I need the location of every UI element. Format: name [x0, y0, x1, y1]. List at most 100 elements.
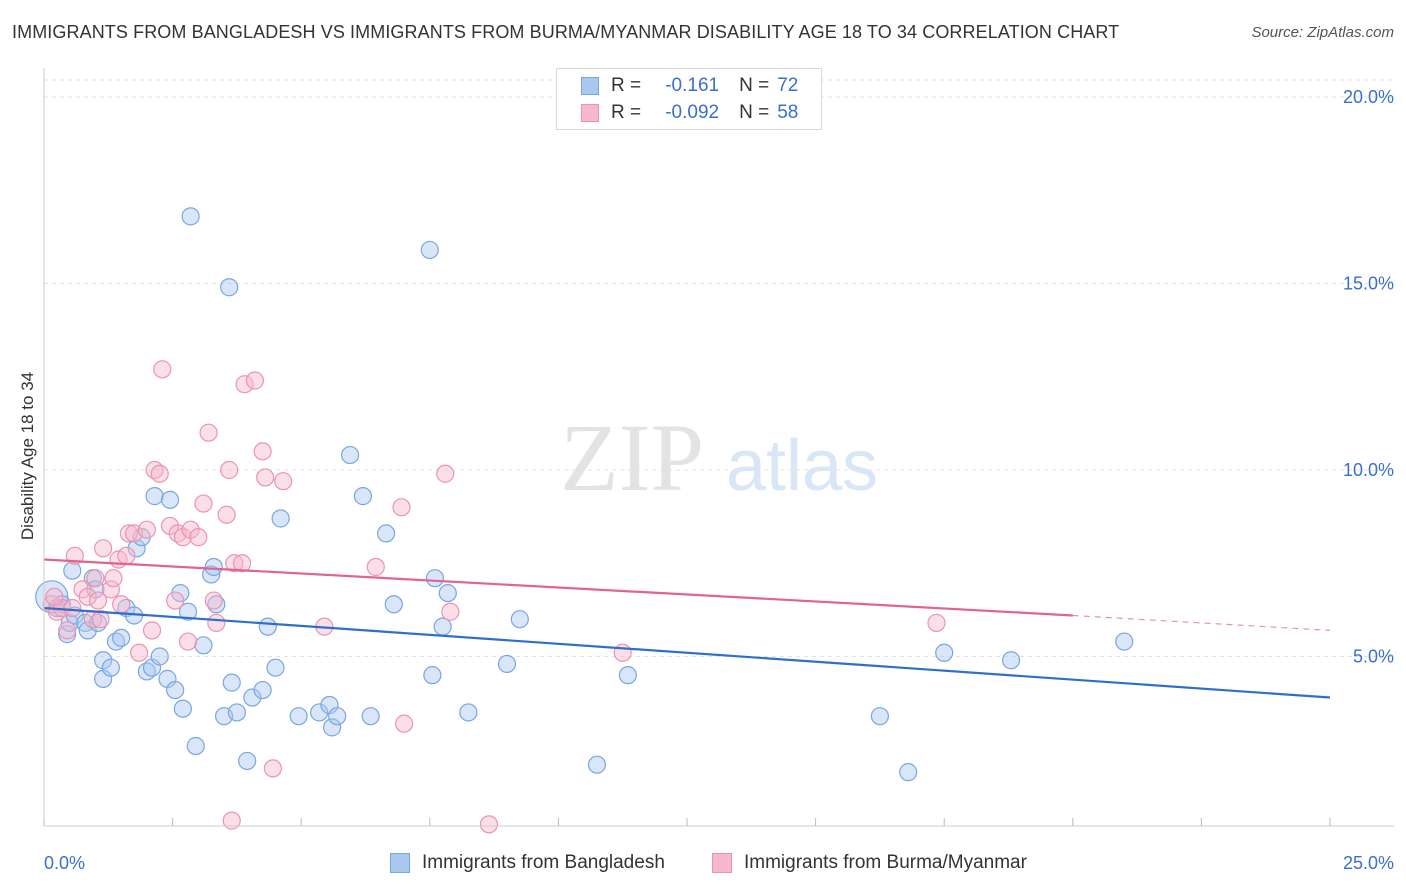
point-burma — [394, 714, 414, 733]
point-burma — [130, 643, 149, 662]
point-burma — [117, 546, 136, 565]
point-bangladesh — [253, 680, 272, 700]
point-burma — [245, 371, 265, 390]
point-burma — [181, 520, 200, 539]
point-bangladesh — [438, 583, 457, 603]
point-burma — [86, 569, 105, 588]
point-burma — [199, 423, 218, 442]
point-bangladesh — [425, 569, 445, 588]
point-burma — [436, 464, 455, 483]
legend-r-value: -0.092 — [665, 102, 720, 123]
point-bangladesh — [618, 666, 637, 685]
point-bangladesh — [1001, 651, 1021, 670]
point-bangladesh — [587, 755, 607, 774]
legend-r-value: -0.161 — [665, 75, 720, 96]
points-layer — [35, 207, 1134, 834]
point-bangladesh — [101, 658, 120, 677]
legend-row-bangladesh: R = -0.161 N = 72 — [581, 74, 798, 98]
point-bangladesh — [145, 487, 164, 506]
point-burma — [160, 516, 180, 536]
point-bangladesh — [160, 490, 180, 509]
chart-source: Source: ZipAtlas.com — [1251, 24, 1394, 41]
point-bangladesh — [173, 699, 192, 718]
point-burma — [274, 472, 293, 491]
legend-r-label: R = — [611, 102, 642, 123]
point-bangladesh — [112, 628, 131, 647]
point-bangladesh — [78, 621, 97, 640]
point-burma — [220, 460, 239, 480]
y-tick-label: 5.0% — [1353, 647, 1394, 667]
point-burma — [78, 587, 97, 606]
point-burma — [366, 557, 385, 577]
point-burma — [101, 580, 120, 599]
point-burma — [225, 554, 244, 573]
trend-line-burma — [43, 558, 1073, 617]
point-bangladesh — [181, 207, 200, 226]
point-burma — [927, 613, 946, 633]
chart-title: IMMIGRANTS FROM BANGLADESH VS IMMIGRANTS… — [12, 22, 1120, 42]
stats-legend: R = -0.161 N = 72 R = -0.092 N = 58 — [556, 68, 822, 130]
legend-swatch-pink — [581, 104, 599, 122]
point-bangladesh — [322, 718, 342, 737]
point-bangladesh — [63, 561, 82, 580]
y-tick-label: 15.0% — [1343, 274, 1394, 294]
legend-swatch-blue — [581, 77, 599, 95]
x-tick-label: 25.0% — [1343, 853, 1394, 873]
point-burma — [58, 621, 77, 640]
legend-n-value: 58 — [777, 102, 799, 123]
point-bangladesh — [202, 565, 221, 584]
point-bangladesh — [238, 751, 257, 771]
point-bangladesh — [899, 763, 918, 782]
point-bangladesh — [204, 557, 223, 577]
point-bangladesh — [510, 610, 529, 629]
point-bangladesh — [227, 703, 246, 722]
series-legend-item-bangladesh[interactable]: Immigrants from Bangladesh — [390, 852, 665, 874]
point-burma — [232, 554, 252, 573]
point-burma — [142, 621, 162, 640]
point-bangladesh — [127, 539, 146, 558]
point-bangladesh — [220, 278, 239, 297]
point-bangladesh — [289, 707, 308, 726]
point-bangladesh — [459, 703, 478, 722]
point-burma — [217, 505, 236, 524]
axis-layer: 5.0% 10.0% 15.0% 20.0% 0.0% 25.0% — [43, 68, 1394, 873]
legend-n-label: N = — [739, 75, 770, 96]
point-burma — [441, 602, 460, 621]
point-burma — [153, 360, 172, 379]
point-bangladesh — [94, 651, 113, 670]
point-bangladesh — [150, 647, 169, 666]
point-burma — [104, 569, 123, 588]
trend-line-bangladesh — [43, 606, 1331, 699]
point-bangladesh — [328, 707, 347, 726]
point-bangladesh — [376, 524, 396, 543]
y-tick-label: 10.0% — [1343, 460, 1394, 480]
point-bangladesh — [384, 595, 403, 614]
point-burma — [235, 375, 254, 394]
point-burma — [63, 598, 82, 618]
series-legend-label: Immigrants from Bangladesh — [422, 852, 665, 873]
point-burma — [173, 528, 192, 547]
x-tick-label: 0.0% — [44, 853, 85, 873]
point-burma — [253, 442, 272, 461]
point-burma — [207, 613, 226, 633]
point-burma — [263, 759, 283, 778]
point-bangladesh — [266, 658, 285, 677]
point-bangladesh — [423, 666, 442, 685]
point-burma — [392, 498, 411, 517]
point-bangladesh — [420, 240, 439, 260]
point-burma — [204, 591, 223, 610]
trend-line-extension-burma — [1072, 614, 1331, 631]
point-burma — [222, 811, 241, 830]
point-bangladesh — [258, 617, 277, 636]
point-bangladesh — [497, 654, 517, 674]
point-burma — [45, 587, 64, 606]
y-tick-label: 20.0% — [1343, 87, 1394, 107]
point-burma — [189, 528, 208, 547]
point-bangladesh — [310, 703, 329, 722]
point-bangladesh — [935, 643, 954, 662]
series-legend-item-burma[interactable]: Immigrants from Burma/Myanmar — [712, 852, 1027, 874]
point-bangladesh — [271, 509, 290, 528]
legend-n-label: N = — [739, 102, 770, 123]
point-bangladesh — [243, 688, 262, 707]
point-burma — [94, 539, 113, 558]
